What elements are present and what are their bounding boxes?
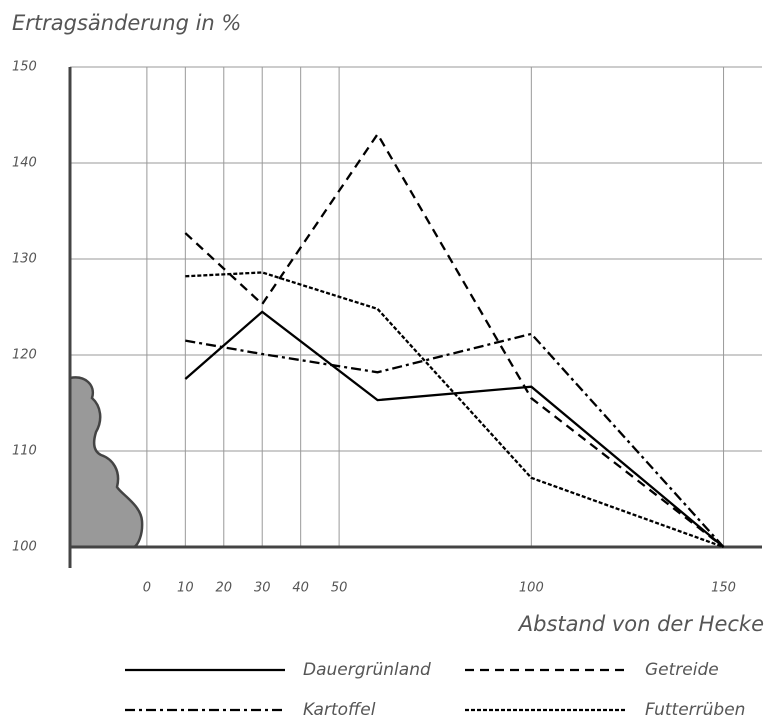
hedge: [68, 376, 144, 549]
x-tick-label: 100: [519, 581, 544, 596]
series-line: [185, 332, 725, 548]
x-tick-label: 20: [216, 581, 233, 596]
y-tick-label: 120: [12, 348, 37, 363]
x-tick-label: 30: [254, 581, 271, 596]
y-tick-label: 100: [12, 540, 37, 555]
series-line: [185, 271, 724, 549]
y-axis-label: Ertragsänderung in %: [12, 11, 241, 35]
x-tick-label: 150: [711, 581, 736, 596]
series-line: [184, 310, 725, 548]
series-line: [184, 132, 725, 548]
legend-label: Getreide: [645, 660, 719, 680]
y-tick-label: 150: [12, 60, 37, 75]
legend-label: Kartoffel: [303, 700, 376, 718]
x-axis-label: Abstand von der Hecke: [517, 612, 764, 636]
legend-label: Futterrüben: [645, 700, 745, 718]
grid: [70, 66, 762, 548]
x-tick-label: 50: [331, 581, 348, 596]
y-tick-label: 110: [12, 444, 37, 459]
x-tick-label: 0: [143, 581, 151, 596]
x-tick-label: 10: [177, 581, 194, 596]
y-tick-label: 140: [12, 156, 37, 171]
legend-label: Dauergrünland: [303, 660, 431, 680]
y-tick-label: 130: [12, 252, 37, 267]
x-tick-label: 40: [292, 581, 309, 596]
